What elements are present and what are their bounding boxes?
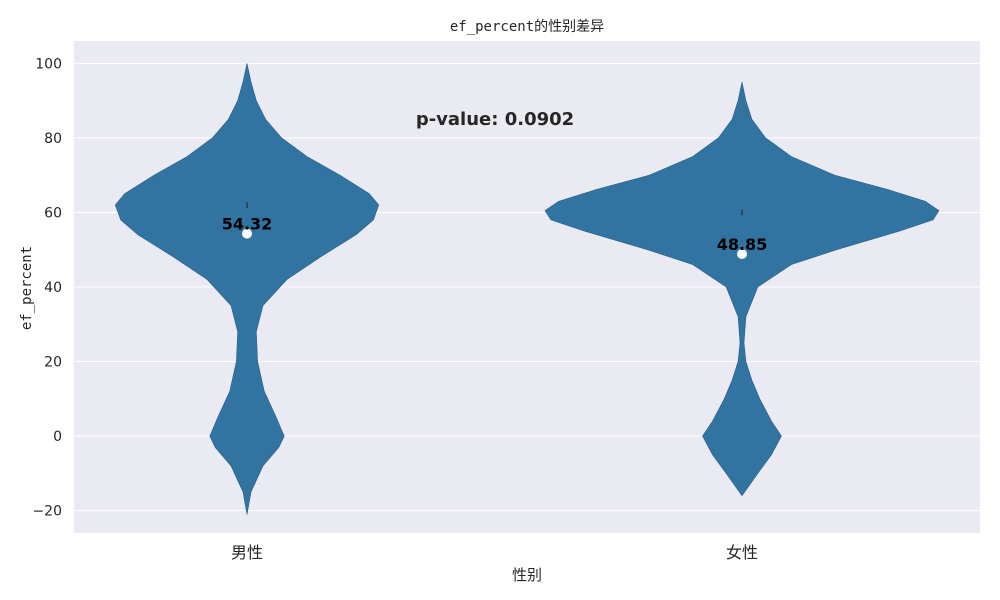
y-tick-label: 60 [44, 205, 62, 221]
y-tick-label: 0 [53, 429, 62, 445]
mean-marker [737, 249, 747, 260]
violins: 54.32 48.85 [115, 63, 940, 515]
y-tick-label: −20 [32, 504, 62, 520]
x-tick-label: 男性 [231, 543, 263, 562]
x-axis-label: 性别 [512, 566, 542, 584]
mean-value-label: 54.32 [222, 215, 273, 234]
y-tick-label: 40 [44, 280, 62, 296]
chart-title: ef_percent的性别差异 [450, 19, 604, 35]
x-axis-ticks: 男性 女性 [231, 543, 758, 562]
x-tick-label: 女性 [726, 543, 758, 562]
mean-value-label: 48.85 [717, 235, 768, 254]
violin-body [115, 63, 379, 515]
mean-marker [242, 228, 252, 239]
p-value-annotation: p-value: 0.0902 [416, 109, 574, 130]
y-tick-label: 20 [44, 355, 62, 371]
y-axis-label: ef_percent [19, 246, 35, 330]
y-tick-label: 80 [44, 131, 62, 147]
y-axis-ticks: −20 0 20 40 60 80 100 [32, 56, 62, 519]
y-tick-label: 100 [35, 56, 62, 72]
violin-body [544, 81, 940, 496]
